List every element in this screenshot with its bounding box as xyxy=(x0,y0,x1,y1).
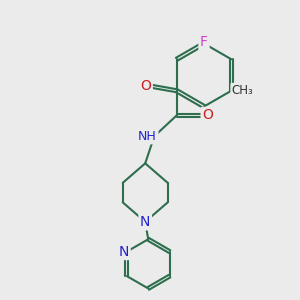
Text: O: O xyxy=(202,108,213,122)
Text: N: N xyxy=(119,244,129,259)
Text: NH: NH xyxy=(138,130,157,143)
Text: O: O xyxy=(140,79,151,93)
Text: N: N xyxy=(140,215,150,229)
Text: F: F xyxy=(200,35,208,49)
Text: CH₃: CH₃ xyxy=(232,84,254,97)
